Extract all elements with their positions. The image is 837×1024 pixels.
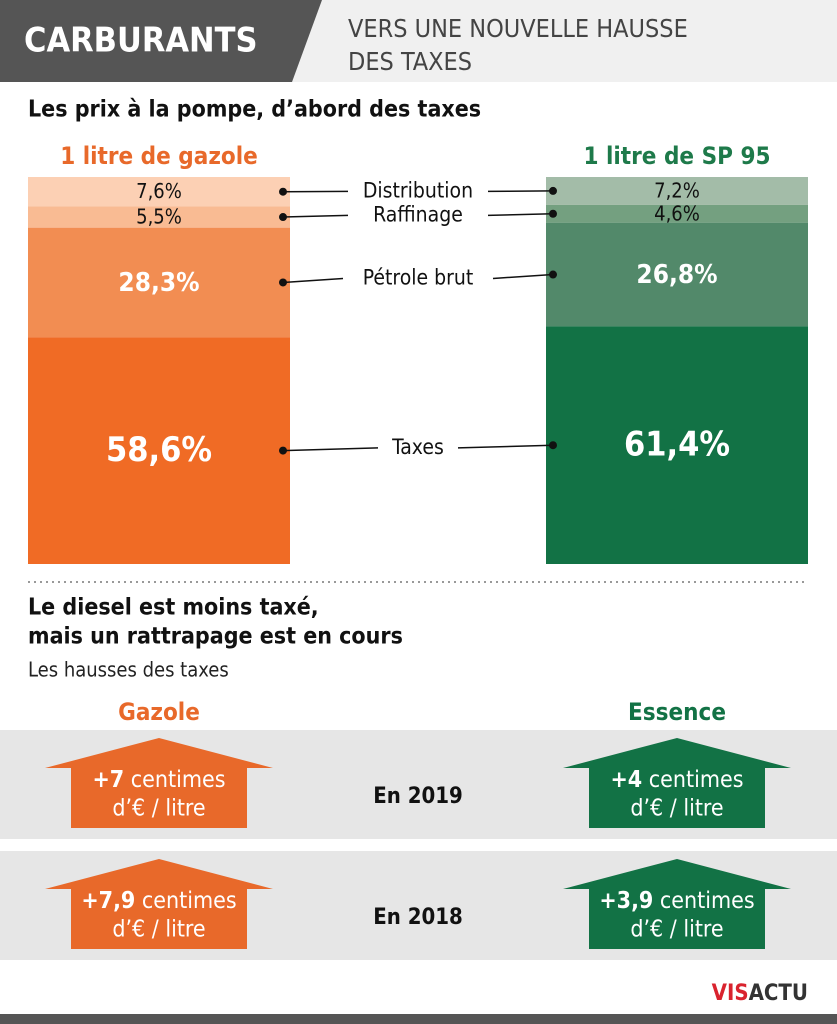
arrow-shape	[45, 859, 273, 949]
leader-dot	[549, 270, 557, 279]
arrow-unit: centimes	[142, 888, 237, 914]
leader-line	[487, 213, 554, 217]
header-tag: CARBURANTS	[24, 21, 258, 61]
arrow-text: d’€ / litre	[112, 917, 205, 943]
value-label: 5,5%	[136, 205, 182, 229]
leader-dot	[279, 187, 287, 196]
leader-line	[282, 214, 349, 218]
category-label: 1 litre de gazole	[60, 142, 258, 170]
section-subtitle: Les hausses des taxes	[28, 658, 229, 682]
bar-segment	[28, 206, 290, 228]
arrow-unit: centimes	[131, 767, 226, 793]
leader-dot	[279, 446, 287, 455]
leader-dot	[279, 213, 287, 222]
arrow-amount: +3,9	[599, 888, 653, 914]
component-label: Taxes	[391, 435, 444, 459]
arrow-amount: +7,9	[81, 888, 135, 914]
arrow-text: +4 centimes	[610, 767, 743, 793]
leader-line	[282, 277, 344, 284]
chart-title: Les prix à la pompe, d’abord des taxes	[28, 97, 481, 123]
row-year: En 2019	[373, 784, 463, 809]
value-label: 7,6%	[136, 179, 182, 203]
arrow-text: d’€ / litre	[630, 796, 723, 822]
bar-segment	[546, 204, 808, 223]
component-label: Pétrole brut	[363, 265, 474, 289]
column-header: Essence	[628, 698, 726, 726]
bar-segment	[28, 227, 290, 338]
arrow-shape	[563, 738, 791, 828]
arrow-amount: +4	[610, 767, 642, 793]
leader-dot	[549, 186, 557, 195]
header-title: VERS UNE NOUVELLE HAUSSE	[348, 14, 688, 43]
logo: VISACTU	[712, 981, 808, 1006]
arrow-unit: centimes	[649, 767, 744, 793]
value-label: 61,4%	[624, 425, 730, 465]
arrow-text: d’€ / litre	[630, 917, 723, 943]
section-title: mais un rattrapage est en cours	[28, 624, 403, 650]
leader-dot	[549, 209, 557, 218]
row-year: En 2018	[373, 905, 463, 930]
leader-line	[492, 273, 554, 280]
footer-band	[0, 1014, 837, 1024]
bar-segment	[28, 337, 290, 564]
bar-segment	[546, 177, 808, 205]
arrow-unit: centimes	[660, 888, 755, 914]
bar-segment	[28, 177, 290, 207]
component-label: Distribution	[363, 178, 473, 202]
value-label: 28,3%	[118, 268, 199, 298]
value-label: 58,6%	[106, 430, 212, 470]
header-title: DES TAXES	[348, 47, 472, 76]
category-label: 1 litre de SP 95	[583, 142, 770, 170]
bar-segment	[546, 222, 808, 327]
arrow-text: d’€ / litre	[112, 796, 205, 822]
bar-segment	[546, 326, 808, 564]
arrow-shape	[45, 738, 273, 828]
leader-dot	[279, 278, 287, 287]
leader-line	[282, 447, 379, 452]
arrow-shape	[563, 859, 791, 949]
leader-line	[457, 444, 554, 449]
value-label: 7,2%	[654, 178, 700, 202]
leader-dot	[549, 441, 557, 450]
arrow-amount: +7	[92, 767, 124, 793]
value-label: 4,6%	[654, 201, 700, 225]
column-header: Gazole	[118, 698, 200, 726]
component-label: Raffinage	[373, 202, 463, 226]
header-tag-bg	[0, 0, 322, 82]
arrow-text: +7,9 centimes	[81, 888, 236, 914]
section-title: Le diesel est moins taxé,	[28, 595, 319, 621]
arrow-text: +3,9 centimes	[599, 888, 754, 914]
value-label: 26,8%	[636, 260, 717, 290]
arrow-text: +7 centimes	[92, 767, 225, 793]
